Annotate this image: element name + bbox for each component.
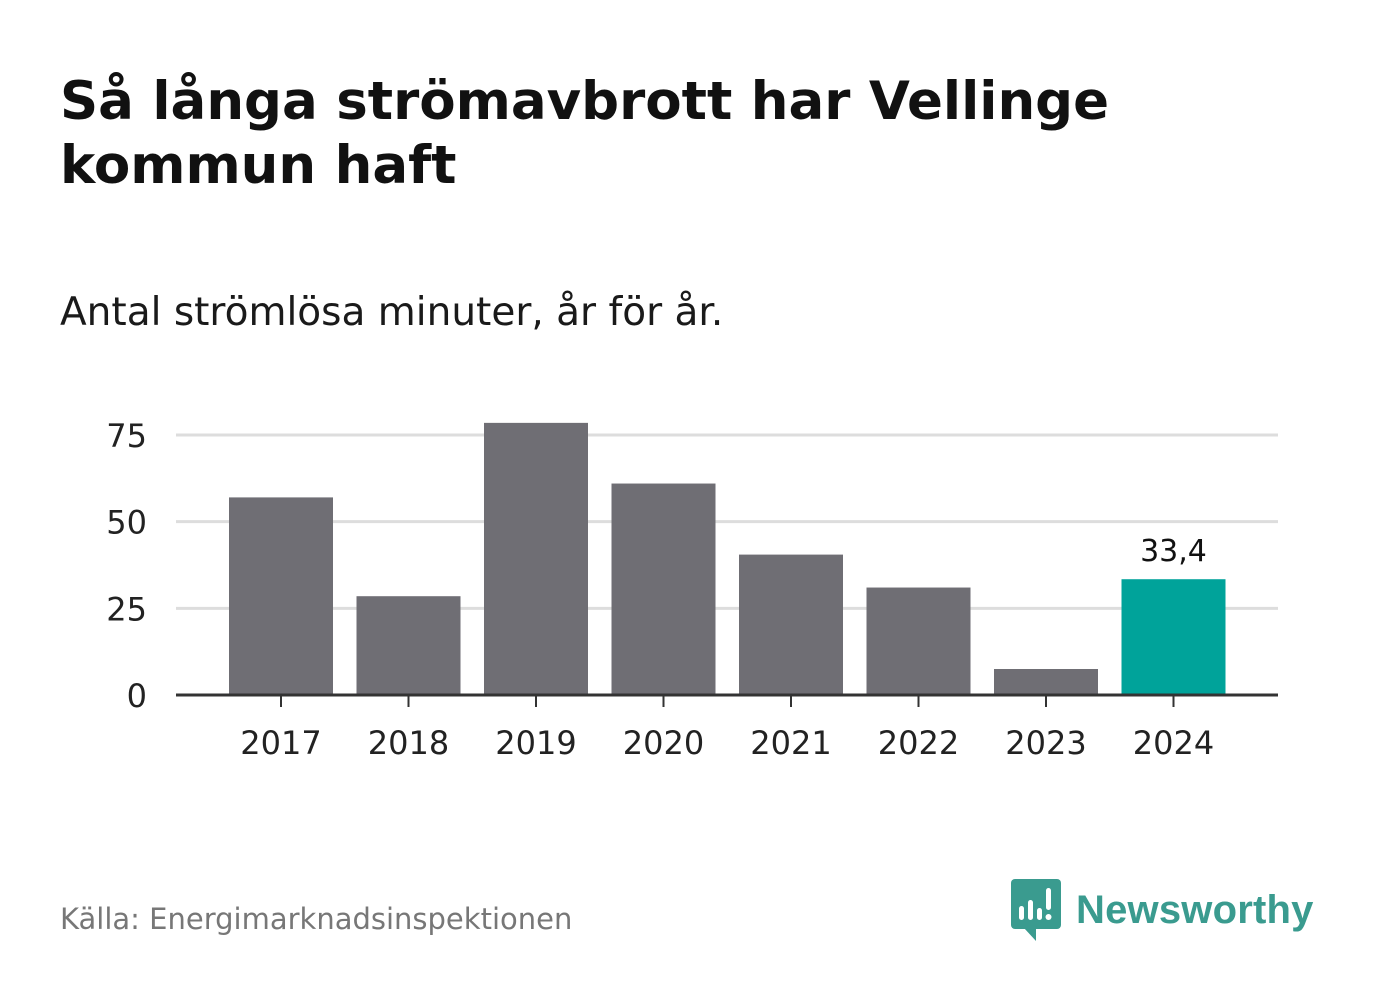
data-label: 33,4: [1140, 534, 1207, 569]
gridlines: [176, 435, 1278, 608]
y-tick-label: 75: [106, 417, 147, 455]
x-tick-label: 2019: [495, 724, 576, 762]
chart-subtitle: Antal strömlösa minuter, år för år.: [60, 287, 723, 339]
bars: [229, 423, 1226, 695]
bar-chart: 0 25 50 75 2017 2018 2019 2020 2021 2022 2023 2024 3…: [0, 380, 1382, 800]
bar-2020: [612, 484, 716, 695]
x-tick-label: 2024: [1133, 724, 1214, 762]
y-tick-label: 25: [106, 590, 147, 628]
y-tick-label: 0: [127, 677, 147, 715]
bar-2018: [357, 596, 461, 695]
bar-2017: [229, 497, 333, 695]
newsworthy-chart-bubble-icon: [1010, 878, 1062, 942]
x-tick-label: 2018: [368, 724, 449, 762]
bar-2019: [484, 423, 588, 695]
x-tick-label: 2017: [240, 724, 321, 762]
axes: [176, 695, 1278, 707]
bar-2021: [739, 555, 843, 695]
source-note: Källa: Energimarknadsinspektionen: [60, 899, 572, 939]
x-tick-label: 2021: [750, 724, 831, 762]
bar-2022: [867, 588, 971, 695]
x-tick-label: 2020: [623, 724, 704, 762]
brand-name: Newsworthy: [1076, 888, 1314, 933]
chart-title: Så långa strömavbrott har Vellinge kommu…: [60, 70, 1260, 198]
y-tick-label: 50: [106, 504, 147, 542]
bar-2023: [994, 669, 1098, 695]
x-tick-label: 2023: [1005, 724, 1086, 762]
bar-2024: [1122, 579, 1226, 695]
newsworthy-logo: Newsworthy: [1010, 875, 1314, 945]
x-tick-label: 2022: [878, 724, 959, 762]
